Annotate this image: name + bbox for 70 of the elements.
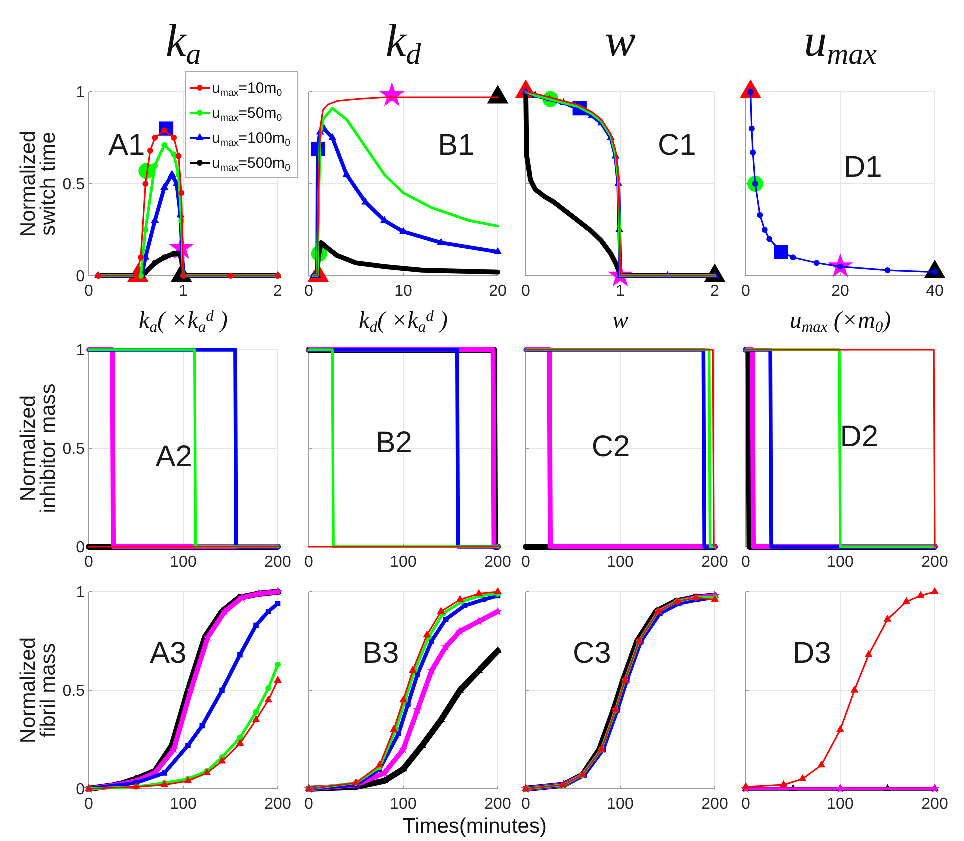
x-tick-label: 2: [710, 283, 720, 300]
x-tick-label: 0: [742, 283, 751, 300]
x-axis-title: k$_{a}$( ×k$_{a}$$^{d}$ ): [139, 308, 228, 336]
x-axis-title: Times(minutes): [403, 815, 547, 838]
x-tick-label: 0: [742, 554, 751, 571]
legend-label: u$_{max}$=50m$_{0}$: [212, 105, 283, 124]
annotation: A1: [108, 129, 146, 162]
x-tick-label: 200: [484, 554, 512, 571]
chart-title: k$_{d}$: [386, 15, 422, 70]
x-tick-label: 200: [264, 554, 292, 571]
y-tick-label: 0.5: [62, 441, 86, 458]
y-axis-title: Normalized switch time: [17, 130, 60, 238]
x-tick-label: 100: [607, 554, 634, 571]
y-axis-title: Normalized inhibitor mass: [17, 384, 60, 514]
x-tick-label: 200: [702, 554, 728, 571]
x-tick-label: 100: [390, 796, 417, 813]
x-tick-label: 0: [304, 554, 314, 571]
annotation: A2: [156, 440, 192, 474]
x-tick-label: 2: [274, 283, 283, 300]
x-tick-label: 200: [264, 796, 292, 813]
y-tick-label: 1: [76, 342, 86, 360]
x-tick-label: 100: [827, 554, 854, 571]
x-tick-label: 200: [702, 796, 728, 813]
y-tick-label: 0: [76, 782, 86, 799]
x-tick-label: 0: [304, 796, 314, 813]
chart-title: u$_{max}$: [804, 15, 878, 70]
x-tick-label: 200: [922, 796, 948, 813]
annotation: D1: [844, 151, 882, 184]
x-tick-label: 100: [607, 796, 634, 813]
x-tick-label: 0: [522, 283, 531, 300]
x-tick-label: 20: [489, 283, 507, 300]
y-tick-label: 0.5: [62, 683, 86, 700]
x-tick-label: 0: [522, 554, 531, 571]
x-tick-label: 200: [484, 796, 512, 813]
x-tick-label: 100: [827, 796, 854, 813]
annotation: D2: [840, 420, 879, 454]
y-tick-label: 0.5: [62, 176, 86, 194]
x-tick-label: 40: [926, 283, 944, 300]
x-axis-title: u$_{max}$ (×m$_{0}$): [790, 308, 892, 336]
y-tick-label: 1: [76, 84, 86, 102]
annotation: B3: [362, 636, 400, 670]
x-tick-label: 1: [616, 283, 626, 300]
x-tick-label: 0: [522, 796, 531, 813]
chart-title: k$_{a}$: [166, 15, 202, 70]
legend-label: u$_{max}$=500m$_{0}$: [212, 155, 292, 174]
annotation: B2: [376, 426, 412, 460]
x-tick-label: 10: [394, 283, 412, 300]
x-tick-label: 100: [390, 554, 417, 571]
x-tick-label: 200: [922, 554, 948, 571]
x-axis-title: k$_{d}$( ×k$_{a}$$^{d}$ ): [359, 308, 448, 336]
annotation: A3: [150, 636, 187, 670]
annotation: D3: [792, 636, 832, 670]
x-tick-label: 100: [170, 796, 197, 813]
x-tick-label: 20: [832, 283, 850, 300]
x-axis-title: w: [612, 308, 629, 334]
legend-label: u$_{max}$=10m$_{0}$: [212, 80, 283, 98]
x-tick-label: 0: [304, 283, 314, 300]
y-tick-label: 1: [76, 584, 86, 602]
chart-title: w: [605, 15, 636, 66]
legend-label: u$_{max}$=100m$_{0}$: [212, 130, 292, 148]
x-tick-label: 100: [170, 554, 197, 571]
y-tick-label: 0: [76, 268, 86, 286]
annotation: C3: [572, 636, 612, 670]
x-tick-label: 0: [742, 796, 751, 813]
y-axis-title: Normalized fibril mass: [17, 637, 60, 744]
annotation: B1: [438, 129, 475, 162]
annotation: C2: [592, 430, 630, 464]
annotation: C1: [658, 129, 696, 162]
y-tick-label: 0: [76, 540, 86, 557]
x-tick-label: 1: [179, 283, 188, 300]
